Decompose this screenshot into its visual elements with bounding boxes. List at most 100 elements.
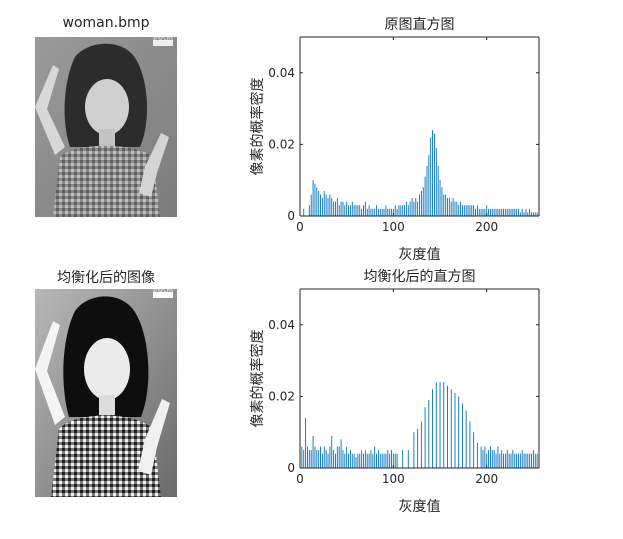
original-histogram-bar	[499, 208, 501, 216]
original-histogram-bar	[327, 198, 329, 216]
original-histogram-y-tick-label: 0.02	[268, 137, 295, 151]
original-histogram-bar	[364, 201, 366, 216]
equalized-histogram-bar	[424, 407, 426, 468]
original-histogram-bar	[331, 198, 333, 216]
original-histogram-bar	[435, 147, 437, 216]
original-histogram-bar	[349, 205, 351, 216]
equalized-histogram-bar	[488, 450, 490, 468]
equalized-histogram-bar	[366, 453, 368, 468]
equalized-histogram-bar	[454, 392, 456, 468]
original-histogram-bar	[452, 198, 454, 216]
equalized-histogram-bar	[335, 453, 336, 468]
equalized-histogram-x-label: 灰度值	[399, 499, 441, 515]
equalized-histogram-bar	[508, 453, 510, 468]
original-histogram-bar	[437, 165, 439, 216]
original-histogram-bar	[372, 208, 374, 216]
original-histogram-y-tick-label: 0	[287, 209, 295, 223]
original-histogram-bar	[344, 205, 346, 216]
original-histogram-bar	[456, 201, 458, 216]
original-histogram-bar	[383, 208, 385, 216]
equalized-histogram-bar	[316, 450, 318, 468]
original-histogram-bar	[338, 205, 340, 216]
equalized-histogram-bar	[338, 446, 340, 468]
equalized-histogram-bar	[387, 450, 389, 468]
original-histogram-bar	[529, 208, 531, 216]
equalized-histogram-bar	[439, 382, 441, 468]
equalized-histogram-bar	[443, 382, 445, 468]
original-histogram-x-tick-label: 200	[475, 220, 498, 234]
equalized-histogram-bar	[510, 453, 512, 468]
original-histogram-bar	[392, 208, 394, 216]
original-histogram-bar	[447, 198, 448, 216]
original-histogram-bar	[340, 201, 342, 216]
original-histogram-y-tick-label: 0.04	[268, 66, 295, 80]
equalized-histogram-bar	[349, 450, 351, 468]
original-histogram-bar	[351, 201, 353, 216]
equalized-histogram-bar	[495, 453, 497, 468]
original-histogram-bar	[521, 208, 523, 216]
equalized-histogram-bar	[499, 453, 501, 468]
original-histogram-bar	[428, 155, 430, 216]
equalized-histogram-bar	[484, 446, 486, 468]
equalized-histogram-bar	[413, 432, 415, 468]
equalized-histogram-bar	[465, 410, 467, 468]
equalized-histogram-bar	[518, 453, 519, 468]
equalized-histogram-bar	[344, 453, 346, 468]
equalized-histogram-bar	[363, 453, 364, 468]
original-histogram-bar	[460, 201, 462, 216]
original-histogram-bar	[495, 208, 497, 216]
original-histogram-bar	[527, 212, 529, 216]
equalized-histogram-bar	[351, 453, 353, 468]
equalized-histogram-bar	[348, 453, 349, 468]
original-histogram-bar	[454, 201, 456, 216]
original-histogram-bar	[415, 198, 417, 216]
original-histogram-bar	[476, 205, 478, 216]
equalized-histogram-bar	[417, 428, 419, 468]
original-histogram-bar	[303, 208, 305, 216]
original-image-corner-text: ©SD-03	[152, 37, 173, 43]
original-histogram-bar	[359, 205, 361, 216]
equalized-histogram-bar	[503, 453, 504, 468]
original-histogram-bar	[478, 208, 480, 216]
original-histogram-bar	[411, 198, 413, 216]
equalized-histogram-y-tick-label: 0	[287, 461, 295, 475]
original-histogram-bar	[368, 205, 370, 216]
equalized-histogram-bar	[490, 446, 491, 468]
equalized-histogram-bar	[333, 450, 335, 468]
original-histogram-x-label: 灰度值	[399, 247, 441, 263]
equalized-histogram-bar	[374, 446, 376, 468]
equalized-histogram-bar	[514, 453, 516, 468]
original-histogram-bar	[366, 208, 368, 216]
equalized-histogram-bar	[402, 450, 404, 468]
original-histogram-y-label: 像素的概率密度	[249, 78, 266, 176]
equalized-histogram-bar	[469, 421, 471, 468]
equalized-histogram-bar	[501, 450, 503, 468]
original-histogram-bar	[346, 201, 348, 216]
equalized-histogram-bar	[372, 453, 374, 468]
equalized-histogram-bar	[512, 450, 514, 468]
original-histogram-bar	[320, 194, 321, 216]
equalized-histogram-bar	[482, 450, 484, 468]
equalized-histogram-bar	[321, 453, 323, 468]
original-histogram-bar	[310, 194, 312, 216]
original-histogram-bar	[506, 208, 508, 216]
equalized-histogram-bar	[359, 453, 361, 468]
original-histogram-bar	[381, 208, 383, 216]
equalized-histogram-bar	[308, 450, 310, 468]
original-histogram-bar	[512, 208, 514, 216]
equalized-histogram-bar	[314, 446, 316, 468]
original-histogram-bar	[536, 212, 538, 216]
equalized-histogram-bar	[331, 435, 333, 468]
original-histogram-bar	[405, 201, 407, 216]
original-histogram-bar	[357, 205, 359, 216]
original-histogram-bar	[329, 194, 331, 216]
original-histogram-bar	[448, 198, 450, 216]
equalized-histogram-bar	[385, 453, 387, 468]
equalized-histogram-bar	[312, 435, 314, 468]
equalized-image: ©SD-03	[35, 289, 177, 497]
original-histogram-bar	[514, 208, 516, 216]
equalized-histogram-bar	[325, 450, 327, 468]
equalized-histogram-bar	[307, 446, 308, 468]
original-histogram-bar	[402, 205, 404, 216]
equalized-histogram-bar	[342, 450, 344, 468]
